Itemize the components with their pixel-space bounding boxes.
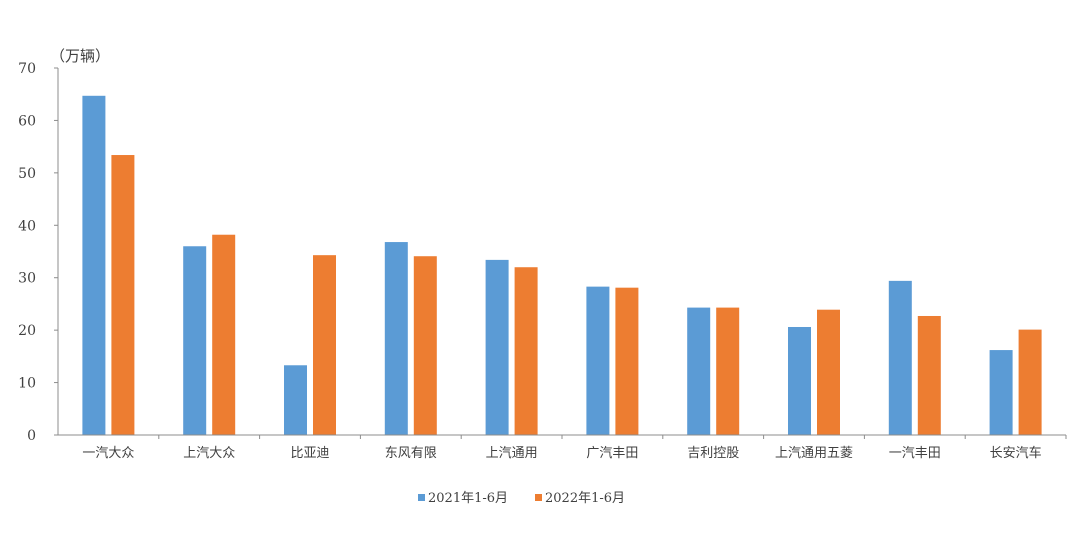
bar-2021-3 — [384, 242, 408, 435]
bar-2021-0 — [82, 95, 106, 435]
y-tick-label: 50 — [18, 166, 36, 182]
bar-2021-5 — [586, 286, 610, 435]
bar-2021-6 — [687, 307, 711, 435]
y-tick-label: 40 — [18, 218, 36, 234]
bar-2022-1 — [212, 234, 236, 435]
x-category-label: 吉利控股 — [687, 446, 739, 461]
bar-group — [82, 95, 1042, 435]
bar-2022-2 — [313, 255, 336, 435]
bar-2022-8 — [917, 315, 941, 435]
bar-2021-2 — [284, 365, 307, 435]
y-tick-label: 70 — [18, 61, 36, 77]
y-tick-label: 10 — [18, 376, 36, 392]
bar-2021-7 — [788, 326, 811, 435]
legend: 2021年1-6月 2022年1-6月 — [418, 491, 625, 506]
x-axis-labels: 一汽大众 上汽大众 比亚迪 东风有限 上汽通用 广汽丰田 吉利控股 上汽通用五菱 一汽丰田 长安汽… — [82, 435, 1067, 461]
y-tick-label: 30 — [18, 271, 36, 287]
x-category-label: 上汽通用 — [486, 446, 538, 461]
bar-2021-9 — [989, 350, 1013, 435]
legend-swatch — [535, 494, 542, 501]
bar-2022-5 — [615, 287, 639, 435]
bar-2022-6 — [716, 307, 740, 435]
bar-2021-4 — [485, 259, 509, 435]
legend-swatch — [418, 494, 425, 501]
x-category-label: 上汽大众 — [183, 446, 235, 461]
y-tick-label: 20 — [18, 323, 36, 339]
x-category-label: 长安汽车 — [990, 445, 1042, 461]
y-axis-unit-label: （万辆） — [50, 47, 110, 65]
x-category-label: 东风有限 — [385, 446, 437, 461]
bar-2022-7 — [817, 309, 840, 435]
legend-label: 2021年1-6月 — [428, 491, 508, 506]
x-category-label: 广汽丰田 — [586, 446, 638, 461]
bar-2021-1 — [183, 246, 207, 435]
bar-2022-9 — [1018, 329, 1042, 435]
bar-2022-3 — [413, 256, 437, 435]
y-tick-label: 0 — [27, 428, 36, 444]
x-category-label: 一汽大众 — [82, 446, 134, 461]
x-category-label: 比亚迪 — [290, 446, 329, 461]
x-category-label: 上汽通用五菱 — [775, 446, 853, 461]
bar-2022-4 — [514, 267, 538, 435]
bar-2022-0 — [111, 155, 135, 435]
legend-label: 2022年1-6月 — [545, 491, 625, 506]
bar-2021-8 — [888, 280, 912, 435]
y-axis-ticks: 0 10 20 30 40 50 60 70 — [18, 61, 58, 444]
x-category-label: 一汽丰田 — [889, 446, 941, 461]
y-tick-label: 60 — [18, 113, 36, 129]
